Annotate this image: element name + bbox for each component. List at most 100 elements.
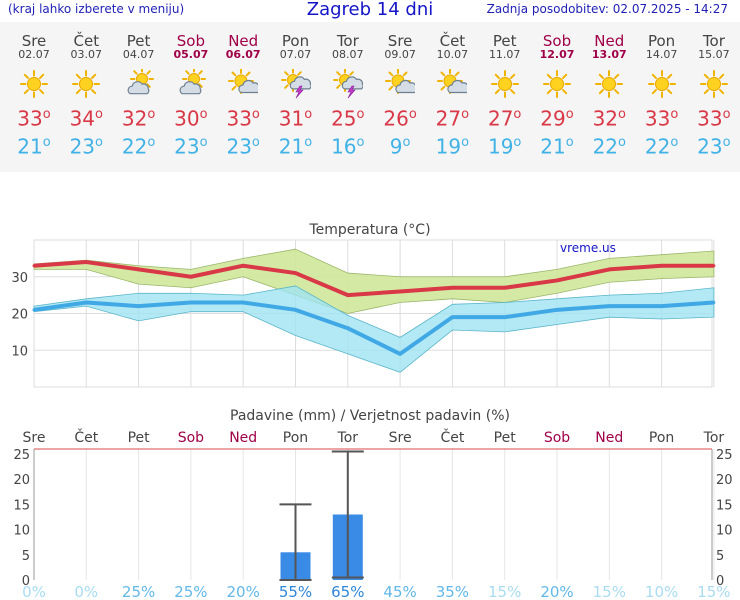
max-temp-range-band bbox=[33, 248, 715, 314]
precipitation-probability: 25% bbox=[174, 583, 207, 600]
day-date: 10.07 bbox=[436, 48, 469, 61]
forecast-day: Tor 15.07 33o 23o bbox=[688, 22, 740, 158]
max-temp-point bbox=[137, 267, 141, 271]
temperature-chart: Temperatura (°C) 10 20 30 vreme.us bbox=[11, 222, 716, 388]
min-temp-point bbox=[137, 304, 141, 308]
precipitation-probability: 65% bbox=[331, 583, 364, 600]
weather-icon bbox=[228, 69, 259, 94]
y-tick-label: 20 bbox=[11, 308, 28, 323]
forecast-day: Čet 03.07 34o 23o bbox=[60, 22, 112, 158]
max-temp-point bbox=[241, 264, 245, 268]
partly-cloudy-icon bbox=[127, 69, 154, 95]
min-temp-point bbox=[607, 304, 611, 308]
sun-icon bbox=[647, 70, 676, 98]
min-temp: 16o bbox=[331, 134, 365, 159]
plot-area bbox=[34, 449, 712, 580]
max-temp-point bbox=[450, 286, 454, 290]
max-temp-point bbox=[555, 278, 559, 282]
page-title: Zagreb 14 dni bbox=[306, 0, 434, 20]
min-temp-point bbox=[189, 300, 193, 304]
day-name: Sre bbox=[387, 32, 413, 50]
weather-icon bbox=[543, 70, 571, 98]
max-temp: 33o bbox=[226, 106, 260, 131]
weather-icon bbox=[332, 69, 363, 99]
max-temp: 30o bbox=[174, 106, 208, 131]
max-temp-point bbox=[32, 264, 36, 268]
precipitation-chart: Padavine (mm) / Verjetnost padavin (%) Sr… bbox=[13, 408, 733, 600]
weather-icon bbox=[437, 69, 468, 94]
x-tick-label: Tor bbox=[337, 430, 359, 446]
day-name: Sre bbox=[21, 32, 47, 50]
max-temp-line bbox=[33, 260, 714, 298]
min-temp-point bbox=[503, 315, 507, 319]
y-tick-label-right: 10 bbox=[716, 524, 733, 539]
min-temp-point bbox=[241, 300, 245, 304]
forecast-strip: Sre 02.07 33o 21o Čet 03.07 34o 23o Pet 04.07 32o 2… bbox=[0, 22, 740, 172]
day-date: 07.07 bbox=[279, 48, 312, 61]
x-tick-label: Sre bbox=[23, 430, 46, 446]
x-tick-label: Pet bbox=[494, 430, 517, 446]
precipitation-probability: 10% bbox=[645, 583, 678, 600]
forecast-day: Čet 10.07 27o 19o bbox=[426, 22, 478, 158]
max-temp-point bbox=[294, 271, 297, 275]
x-tick-label: Pon bbox=[649, 430, 674, 446]
max-temp: 34o bbox=[69, 106, 103, 131]
min-temp-line bbox=[33, 300, 715, 356]
day-date: 12.07 bbox=[539, 48, 575, 61]
precipitation-probability: 0% bbox=[74, 583, 98, 600]
y-tick-label-right: 25 bbox=[716, 448, 733, 463]
day-date: 04.07 bbox=[122, 48, 155, 61]
precipitation-probability: 25% bbox=[122, 583, 155, 600]
partly-cloudy-icon bbox=[179, 69, 206, 95]
day-name: Sob bbox=[542, 32, 572, 50]
x-tick-label: Sre bbox=[389, 430, 412, 446]
min-temp-point bbox=[294, 308, 297, 312]
weather-icon bbox=[20, 70, 48, 98]
weather-icon bbox=[385, 69, 416, 94]
min-temp-point bbox=[450, 315, 454, 319]
max-temp: 25o bbox=[331, 106, 365, 131]
min-temp: 19o bbox=[435, 134, 470, 159]
max-temp: 33o bbox=[697, 106, 731, 131]
y-tick-label: 10 bbox=[13, 524, 30, 539]
min-temp: 23o bbox=[226, 134, 260, 159]
min-temp: 19o bbox=[487, 134, 522, 159]
location-menu-hint[interactable]: (kraj lahko izberete v meniju) bbox=[8, 2, 185, 16]
thunderstorm-icon bbox=[332, 69, 363, 99]
forecast-day: Sob 05.07 30o 23o bbox=[165, 22, 217, 158]
max-temp: 33o bbox=[17, 106, 51, 131]
min-temp-range-band bbox=[33, 285, 715, 373]
max-temp: 27o bbox=[435, 106, 470, 131]
min-temp: 23o bbox=[174, 134, 208, 159]
min-temp-point bbox=[346, 326, 350, 330]
min-temp: 22o bbox=[644, 134, 679, 159]
precipitation-probability: 55% bbox=[279, 583, 312, 600]
day-name: Tor bbox=[702, 32, 725, 50]
max-temp: 29o bbox=[540, 106, 574, 131]
min-temp: 21o bbox=[278, 134, 313, 159]
forecast-day: Sob 12.07 29o 21o bbox=[531, 22, 583, 158]
forecast-day: Tor 08.07 25o 16o bbox=[322, 22, 374, 158]
y-tick-label: 0 bbox=[22, 574, 30, 589]
min-temp: 22o bbox=[592, 134, 626, 159]
sun-icon bbox=[543, 70, 571, 98]
y-tick-label-right: 5 bbox=[716, 549, 724, 564]
day-date: 11.07 bbox=[488, 48, 521, 61]
day-date: 03.07 bbox=[70, 48, 103, 61]
forecast-day: Pon 14.07 33o 22o bbox=[636, 22, 688, 158]
forecast-day: Sre 02.07 33o 21o bbox=[8, 22, 60, 158]
max-temp-point bbox=[607, 267, 611, 271]
top-bar: (kraj lahko izberete v meniju) Zagreb 14… bbox=[0, 0, 740, 22]
day-name: Pet bbox=[492, 32, 517, 50]
weather-icon bbox=[179, 69, 206, 95]
sun-icon bbox=[595, 70, 624, 98]
day-name: Čet bbox=[73, 32, 100, 50]
x-tick-label: Tor bbox=[703, 430, 725, 446]
weather-icon bbox=[280, 69, 311, 99]
day-date: 14.07 bbox=[645, 48, 678, 61]
min-temp: 22o bbox=[121, 134, 156, 159]
x-tick-label: Pet bbox=[128, 430, 151, 446]
sun-icon bbox=[20, 70, 48, 98]
x-tick-label: Sob bbox=[544, 430, 570, 446]
y-tick-label: 5 bbox=[22, 549, 30, 564]
